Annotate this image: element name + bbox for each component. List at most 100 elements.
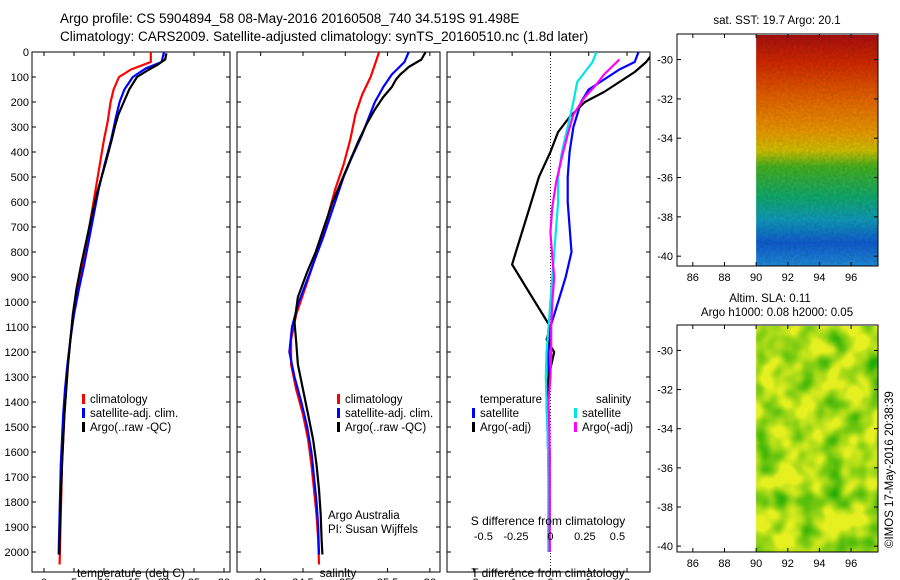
- x-tick-label: 20: [158, 577, 170, 580]
- s-diff-tick-label: 0.5: [610, 531, 625, 543]
- legend-swatch: [574, 408, 577, 418]
- legend-swatch: [82, 422, 85, 432]
- depth-tick-label: 1100: [5, 322, 29, 334]
- x-tick-label: 34: [255, 577, 267, 580]
- x-tick-label: 10: [98, 577, 110, 580]
- longitude-label: 96: [845, 272, 857, 284]
- sst-map-panel: sat. SST: 19.7 Argo: 20.1 -30 -32 -34 -36 -3…: [657, 15, 879, 284]
- latitude-label: -34: [657, 133, 673, 145]
- map-border: [676, 33, 879, 267]
- longitude-label: 88: [718, 272, 730, 284]
- latitude-label: -32: [657, 94, 673, 106]
- legend-label: Argo(-adj): [480, 422, 531, 434]
- sla-texture: [756, 326, 878, 552]
- x-tick-label: 1: [586, 577, 592, 580]
- latitude-label: -30: [657, 345, 673, 357]
- legend-label: satellite: [480, 408, 519, 420]
- figure-title-line2: Climatology: CARS2009. Satellite-adjuste…: [60, 29, 588, 44]
- sla-map-title-line2: Argo h1000: 0.08 h2000: 0.05: [701, 307, 853, 319]
- legend-swatch: [574, 422, 577, 432]
- temperature-panel: 0100200300400500600700800900100011001200…: [5, 47, 231, 580]
- depth-tick-label: 200: [11, 97, 29, 109]
- sla-map-panel: Altim. SLA: 0.11 Argo h1000: 0.08 h2000:…: [657, 293, 879, 570]
- legend-label: satellite: [582, 408, 621, 420]
- depth-tick-label: 1800: [5, 497, 29, 509]
- x-tick-label: 34.5: [292, 577, 313, 580]
- latitude-label: -30: [657, 55, 673, 67]
- depth-tick-label: 1700: [5, 472, 29, 484]
- latitude-label: -40: [657, 251, 673, 263]
- longitude-label: 88: [718, 558, 730, 570]
- x-tick-label: 36: [424, 577, 436, 580]
- series-line-salinity-argo-adj: [547, 58, 621, 552]
- legend-label: Argo(..raw -QC): [90, 422, 171, 434]
- x-tick-label: 2: [624, 577, 630, 580]
- difference-panel: -2 -1 0 1 2 S difference from climatology -0…: [446, 51, 651, 580]
- s-diff-tick-label: -0.25: [503, 531, 528, 543]
- legend-label: Argo(-adj): [582, 422, 633, 434]
- depth-tick-label: 900: [11, 272, 29, 284]
- depth-tick-label: 100: [11, 72, 29, 84]
- salinity-xlabel: salinity: [320, 566, 357, 580]
- depth-tick-label: 300: [11, 122, 29, 134]
- x-tick-label: 15: [128, 577, 140, 580]
- latitude-label: -36: [657, 463, 673, 475]
- series-line-argo-raw-qc: [58, 53, 168, 555]
- x-tick-label: 35: [339, 577, 351, 580]
- legend-label: climatology: [90, 394, 148, 406]
- map-border: [676, 324, 879, 553]
- depth-tick-label: 1600: [5, 447, 29, 459]
- legend-label: satellite-adj. clim.: [90, 408, 178, 420]
- legend-swatch: [82, 394, 85, 404]
- temperature-plot-frame: [31, 51, 231, 573]
- latitude-label: -38: [657, 502, 673, 514]
- institution-label: Argo Australia: [328, 510, 400, 522]
- longitude-label: 86: [687, 272, 699, 284]
- temperature-xlabel: temperature (deg C): [77, 566, 185, 580]
- depth-tick-label: 1400: [5, 397, 29, 409]
- series-line-salinity-satellite: [544, 52, 598, 553]
- legend-label: satellite-adj. clim.: [345, 408, 433, 420]
- longitude-label: 94: [813, 558, 825, 570]
- depth-tick-label: 1000: [5, 297, 29, 309]
- x-tick-label: -1: [507, 577, 517, 580]
- latitude-label: -36: [657, 173, 673, 185]
- sla-map-title-line1: Altim. SLA: 0.11: [729, 293, 811, 305]
- salinity-panel: 34 34.5 35 35.5 36 salinity climatology satel…: [236, 51, 441, 580]
- legend-label: Argo(..raw -QC): [345, 422, 426, 434]
- legend-swatch: [337, 408, 340, 418]
- figure-title-line1: Argo profile: CS 5904894_58 08-May-2016 …: [60, 11, 519, 26]
- legend-swatch: [82, 408, 85, 418]
- salinity-plot-frame: [236, 51, 441, 573]
- legend-title-salinity: salinity: [596, 394, 631, 406]
- s-diff-tick-label: 0.25: [574, 531, 595, 543]
- legend-swatch: [337, 394, 340, 404]
- depth-tick-label: 1900: [5, 522, 29, 534]
- legend-swatch: [337, 422, 340, 432]
- x-tick-label: 5: [71, 577, 77, 580]
- s-difference-label: S difference from climatology: [471, 514, 626, 528]
- depth-tick-label: 0: [23, 47, 29, 59]
- depth-tick-label: 400: [11, 147, 29, 159]
- timestamp-label: ©IMOS 17-May-2016 20:38:39: [884, 391, 896, 548]
- longitude-label: 92: [782, 272, 794, 284]
- longitude-label: 92: [782, 558, 794, 570]
- s-diff-tick-label: -0.5: [474, 531, 493, 543]
- depth-tick-label: 1500: [5, 422, 29, 434]
- latitude-label: -40: [657, 541, 673, 553]
- legend-label: climatology: [345, 394, 403, 406]
- sst-map-title: sat. SST: 19.7 Argo: 20.1: [713, 15, 840, 27]
- depth-tick-label: 800: [11, 247, 29, 259]
- x-tick-label: -2: [469, 577, 479, 580]
- x-tick-label: 25: [188, 577, 200, 580]
- longitude-label: 90: [750, 558, 762, 570]
- depth-tick-label: 500: [11, 172, 29, 184]
- latitude-label: -32: [657, 385, 673, 397]
- latitude-label: -34: [657, 424, 673, 436]
- depth-tick-label: 1300: [5, 372, 29, 384]
- longitude-label: 90: [750, 272, 762, 284]
- pi-label: PI: Susan Wijffels: [328, 524, 418, 536]
- depth-tick-label: 700: [11, 222, 29, 234]
- sst-texture: [756, 35, 878, 266]
- series-line-argo-raw-qc: [293, 52, 427, 555]
